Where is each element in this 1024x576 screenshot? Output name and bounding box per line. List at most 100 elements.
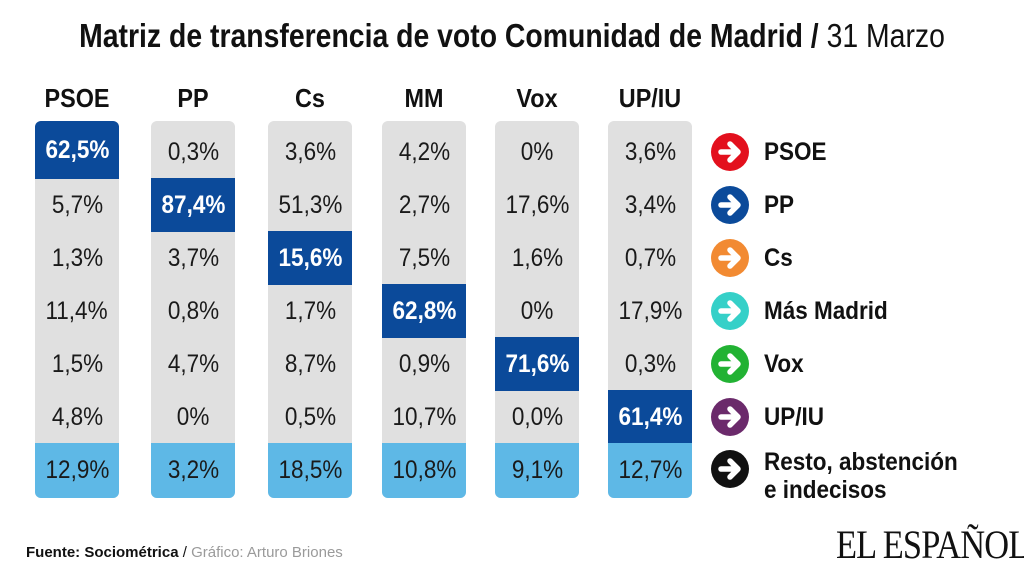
cell-value: 5,7% [51,191,103,219]
legend-label: PSOE [764,138,827,166]
matrix-cell: 12,9% [35,443,119,498]
matrix-cell: 3,4% [608,178,692,232]
matrix-cell-highlight: 71,6% [495,337,579,391]
cell-value: 3,6% [624,138,676,166]
column-header: MM [404,83,444,113]
cell-value: 0,0% [511,403,563,431]
legend-label: Resto, abstención e indecisos [764,448,958,504]
matrix-cell: 51,3% [268,178,352,232]
cell-value: 0% [520,138,554,166]
cell-value: 3,7% [167,244,219,272]
cell-value: 71,6% [505,350,569,378]
cell-value: 1,3% [51,244,103,272]
cell-value: 17,6% [505,191,569,219]
footer-separator: / [182,544,187,561]
matrix-cell: 1,3% [35,231,119,285]
matrix-cell-highlight: 61,4% [608,390,692,444]
matrix-cell: 0% [151,390,235,444]
legend-label: Vox [764,350,804,378]
matrix-cell: 0,9% [382,337,466,391]
legend-label: Cs [764,244,793,272]
matrix-column: 0,3% 87,4% 3,7% 0,8% 4,7% 0% 3,2% [151,121,235,498]
legend-label-line: Resto, abstención [764,448,958,476]
matrix-column: 62,5% 5,7% 1,3% 11,4% 1,5% 4,8% 12,9% [35,121,119,498]
cell-value: 62,8% [392,297,456,325]
matrix-cell: 1,6% [495,231,579,285]
matrix-cell: 3,7% [151,231,235,285]
cell-value: 3,4% [624,191,676,219]
cell-value: 4,8% [51,403,103,431]
matrix-cell: 18,5% [268,443,352,498]
cell-value: 0,5% [284,403,336,431]
cell-value: 15,6% [278,244,342,272]
legend-label: UP/IU [764,403,825,431]
cell-value: 1,6% [511,244,563,272]
footer: Fuente: Sociométrica / Gráfico: Arturo B… [26,543,343,563]
column-header: PSOE [44,83,110,113]
cell-value: 87,4% [161,191,225,219]
matrix-cell: 4,2% [382,125,466,179]
arrow-right-circle-icon [711,239,749,277]
cell-value: 1,7% [284,297,336,325]
cell-value: 8,7% [284,350,336,378]
matrix-cell: 0% [495,284,579,338]
matrix-cell: 3,2% [151,443,235,498]
matrix-cell: 2,7% [382,178,466,232]
cell-value: 9,1% [511,456,563,484]
matrix-column: 0% 17,6% 1,6% 0% 71,6% 0,0% 9,1% [495,121,579,498]
matrix-cell: 0,0% [495,390,579,444]
matrix-cell: 0,7% [608,231,692,285]
chart-title: Matriz de transferencia de voto Comunida… [72,14,953,58]
cell-value: 11,4% [45,297,109,325]
cell-value: 0,9% [398,350,450,378]
cell-value: 0% [176,403,210,431]
cell-value: 17,9% [618,297,682,325]
matrix-column: 3,6% 51,3% 15,6% 1,7% 8,7% 0,5% 18,5% [268,121,352,498]
arrow-right-circle-icon [711,292,749,330]
matrix-cell: 12,7% [608,443,692,498]
cell-value: 12,9% [45,456,109,484]
cell-value: 4,7% [167,350,219,378]
cell-value: 0,7% [624,244,676,272]
el-espanol-logo: EL ESPAÑOL [836,522,1024,567]
matrix-column: 4,2% 2,7% 7,5% 62,8% 0,9% 10,7% 10,8% [382,121,466,498]
column-header: Vox [516,83,558,113]
matrix-cell: 1,5% [35,337,119,391]
arrow-right-circle-icon [711,345,749,383]
matrix-cell-highlight: 62,8% [382,284,466,338]
matrix-cell-highlight: 87,4% [151,178,235,232]
matrix-column: 3,6% 3,4% 0,7% 17,9% 0,3% 61,4% 12,7% [608,121,692,498]
cell-value: 7,5% [398,244,450,272]
matrix-cell: 0,5% [268,390,352,444]
matrix-cell: 0,3% [151,125,235,179]
cell-value: 0,3% [167,138,219,166]
cell-value: 1,5% [51,350,103,378]
cell-value: 61,4% [618,403,682,431]
cell-value: 0% [520,297,554,325]
arrow-right-circle-icon [711,398,749,436]
chart-title-main: Matriz de transferencia de voto Comunida… [79,17,803,54]
matrix-cell: 9,1% [495,443,579,498]
matrix-cell: 0% [495,125,579,179]
matrix-cell: 0,3% [608,337,692,391]
matrix-cell: 4,7% [151,337,235,391]
chart-title-separator: / [810,17,819,54]
cell-value: 3,6% [284,138,336,166]
arrow-right-circle-icon [711,186,749,224]
cell-value: 0,3% [624,350,676,378]
cell-value: 3,2% [167,456,219,484]
matrix-cell: 3,6% [268,125,352,179]
cell-value: 10,8% [392,456,456,484]
matrix-cell: 1,7% [268,284,352,338]
credit-label: Gráfico: Arturo Briones [191,544,343,561]
matrix-cell: 5,7% [35,178,119,232]
chart-title-date: 31 Marzo [826,17,945,54]
cell-value: 51,3% [278,191,342,219]
column-header: PP [177,83,209,113]
matrix-cell-highlight: 15,6% [268,231,352,285]
matrix-cell: 17,9% [608,284,692,338]
matrix-cell-highlight: 62,5% [35,121,119,179]
source-label: Fuente: Sociométrica [26,544,179,561]
matrix-cell: 17,6% [495,178,579,232]
matrix-cell: 3,6% [608,125,692,179]
